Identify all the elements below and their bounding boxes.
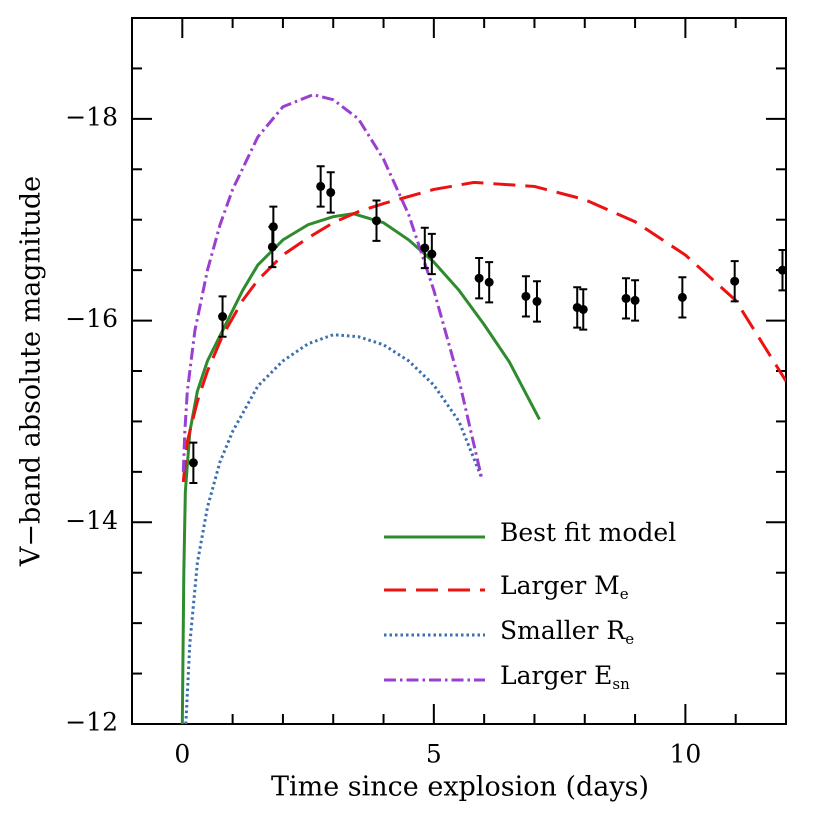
- legend-label: Larger Esn: [500, 661, 630, 694]
- data-point: [677, 292, 687, 302]
- x-tick-label: 0: [174, 740, 190, 769]
- legend-name: Best fit model: [500, 518, 676, 547]
- data-point: [621, 293, 631, 303]
- data-point: [777, 265, 786, 275]
- data-point: [730, 276, 740, 286]
- data-point: [532, 296, 542, 306]
- legend-subscript: e: [620, 585, 629, 603]
- x-tick-label: 5: [426, 740, 442, 769]
- y-tick-label: −12: [65, 708, 118, 737]
- data-point: [316, 181, 326, 191]
- model-curve: [181, 93, 484, 479]
- x-tick-label: 10: [669, 740, 701, 769]
- data-point: [371, 216, 381, 226]
- data-point: [484, 277, 494, 287]
- legend-name: Smaller R: [500, 616, 626, 645]
- y-tick-label: −18: [65, 102, 118, 131]
- model-curve: [181, 180, 786, 483]
- data-point: [420, 243, 430, 253]
- data-point: [578, 304, 588, 314]
- data-point: [521, 291, 531, 301]
- plot-frame: [131, 17, 787, 725]
- legend-subscript: sn: [612, 675, 630, 693]
- legend-label: Smaller Re: [500, 616, 634, 649]
- legend-name: Larger M: [500, 571, 620, 600]
- legend-label: Larger Me: [500, 571, 629, 604]
- legend-name: Larger E: [500, 661, 612, 690]
- data-point: [474, 273, 484, 283]
- legend-label: Best fit model: [500, 518, 676, 547]
- plot-area: [180, 93, 786, 724]
- data-point: [427, 249, 437, 259]
- x-axis-label: Time since explosion (days): [271, 772, 649, 803]
- data-point: [218, 312, 228, 322]
- data-point: [630, 295, 640, 305]
- y-tick-label: −14: [65, 506, 118, 535]
- data-point: [188, 458, 198, 468]
- model-curve: [184, 333, 484, 724]
- model-curve: [180, 212, 541, 724]
- legend-subscript: e: [625, 630, 634, 648]
- data-point: [268, 222, 278, 232]
- data-point: [326, 187, 336, 197]
- y-tick-label: −16: [65, 304, 118, 333]
- y-axis-label: V−band absolute magnitude: [16, 176, 47, 567]
